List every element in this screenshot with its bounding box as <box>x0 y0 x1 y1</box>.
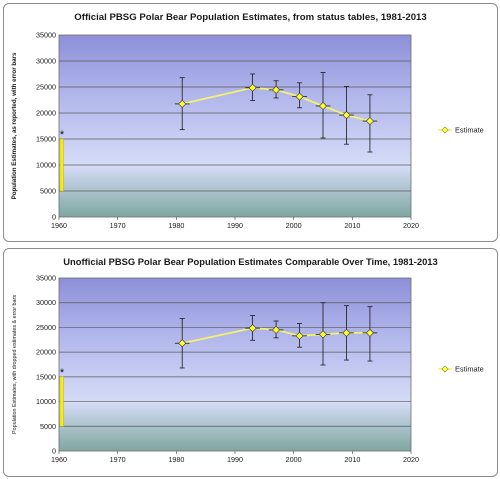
x-tick-label: 1980 <box>168 455 184 464</box>
y-tick-label: 20000 <box>36 348 56 357</box>
legend-label: Estimate <box>455 365 484 374</box>
x-tick-label: 2000 <box>286 221 302 230</box>
y-tick-label: 5000 <box>40 187 56 196</box>
asterisk-annotation: * <box>60 367 65 379</box>
legend-label: Estimate <box>455 126 484 135</box>
y-tick-label: 25000 <box>36 83 56 92</box>
y-tick-label: 35000 <box>36 31 56 40</box>
bar-1960 <box>59 138 64 192</box>
x-tick-label: 2020 <box>403 455 419 464</box>
y-axis-title: Population Estimates, as reported, with … <box>11 52 18 199</box>
data-point <box>365 328 374 337</box>
data-point <box>272 85 281 94</box>
y-tick-label: 25000 <box>36 323 56 332</box>
chart-svg: 0 5000 10000 15000 20000 25000 30000 35000 1960 1… <box>11 31 484 231</box>
plot-area <box>58 34 412 218</box>
asterisk-annotation: * <box>60 129 65 141</box>
plot-area <box>58 277 412 452</box>
x-tick-label: 1970 <box>110 455 126 464</box>
x-tick-label: 2010 <box>344 455 360 464</box>
x-tick-label: 1970 <box>110 221 126 230</box>
data-point <box>365 117 374 126</box>
data-point <box>295 331 304 340</box>
bar-1960 <box>59 376 64 427</box>
chart-panel-2: Unofficial PBSG Polar Bear Population Es… <box>3 248 498 477</box>
data-point <box>295 92 304 101</box>
x-tick-label: 2020 <box>403 221 419 230</box>
y-tick-label: 30000 <box>36 57 56 66</box>
chart-panel-1: Official PBSG Polar Bear Population Esti… <box>3 3 498 242</box>
y-tick-label: 10000 <box>36 397 56 406</box>
x-tick-label: 2000 <box>286 455 302 464</box>
y-axis-title: Population Estimates, with dropped estim… <box>12 295 18 434</box>
chart-title: Official PBSG Polar Bear Population Esti… <box>74 12 427 23</box>
x-tick-label: 1990 <box>227 455 243 464</box>
y-tick-label: 30000 <box>36 298 56 307</box>
data-point <box>342 328 351 337</box>
x-tick-label: 1990 <box>227 221 243 230</box>
legend-marker <box>441 365 449 373</box>
data-point <box>178 99 187 108</box>
data-point <box>318 330 328 339</box>
y-tick-label: 0 <box>52 447 56 456</box>
x-tick-label: 1980 <box>168 221 184 230</box>
y-tick-label: 20000 <box>36 109 56 118</box>
data-point <box>248 83 257 92</box>
data-point <box>318 101 328 111</box>
data-point <box>272 325 281 334</box>
chart-svg: 0 5000 10000 15000 20000 25000 30000 35000 1960 1… <box>12 274 484 465</box>
y-tick-label: 35000 <box>36 274 56 283</box>
data-point <box>342 111 351 120</box>
x-tick-label: 2010 <box>344 221 360 230</box>
legend-marker <box>441 126 449 134</box>
y-tick-label: 15000 <box>36 372 56 381</box>
x-tick-label: 1960 <box>51 455 67 464</box>
data-point <box>248 324 257 333</box>
y-tick-label: 15000 <box>36 135 56 144</box>
chart-title: Unofficial PBSG Polar Bear Population Es… <box>63 256 438 267</box>
data-point <box>178 339 187 348</box>
y-tick-label: 0 <box>52 213 56 222</box>
x-tick-label: 1960 <box>51 221 67 230</box>
y-tick-label: 5000 <box>40 422 56 431</box>
y-tick-label: 10000 <box>36 161 56 170</box>
